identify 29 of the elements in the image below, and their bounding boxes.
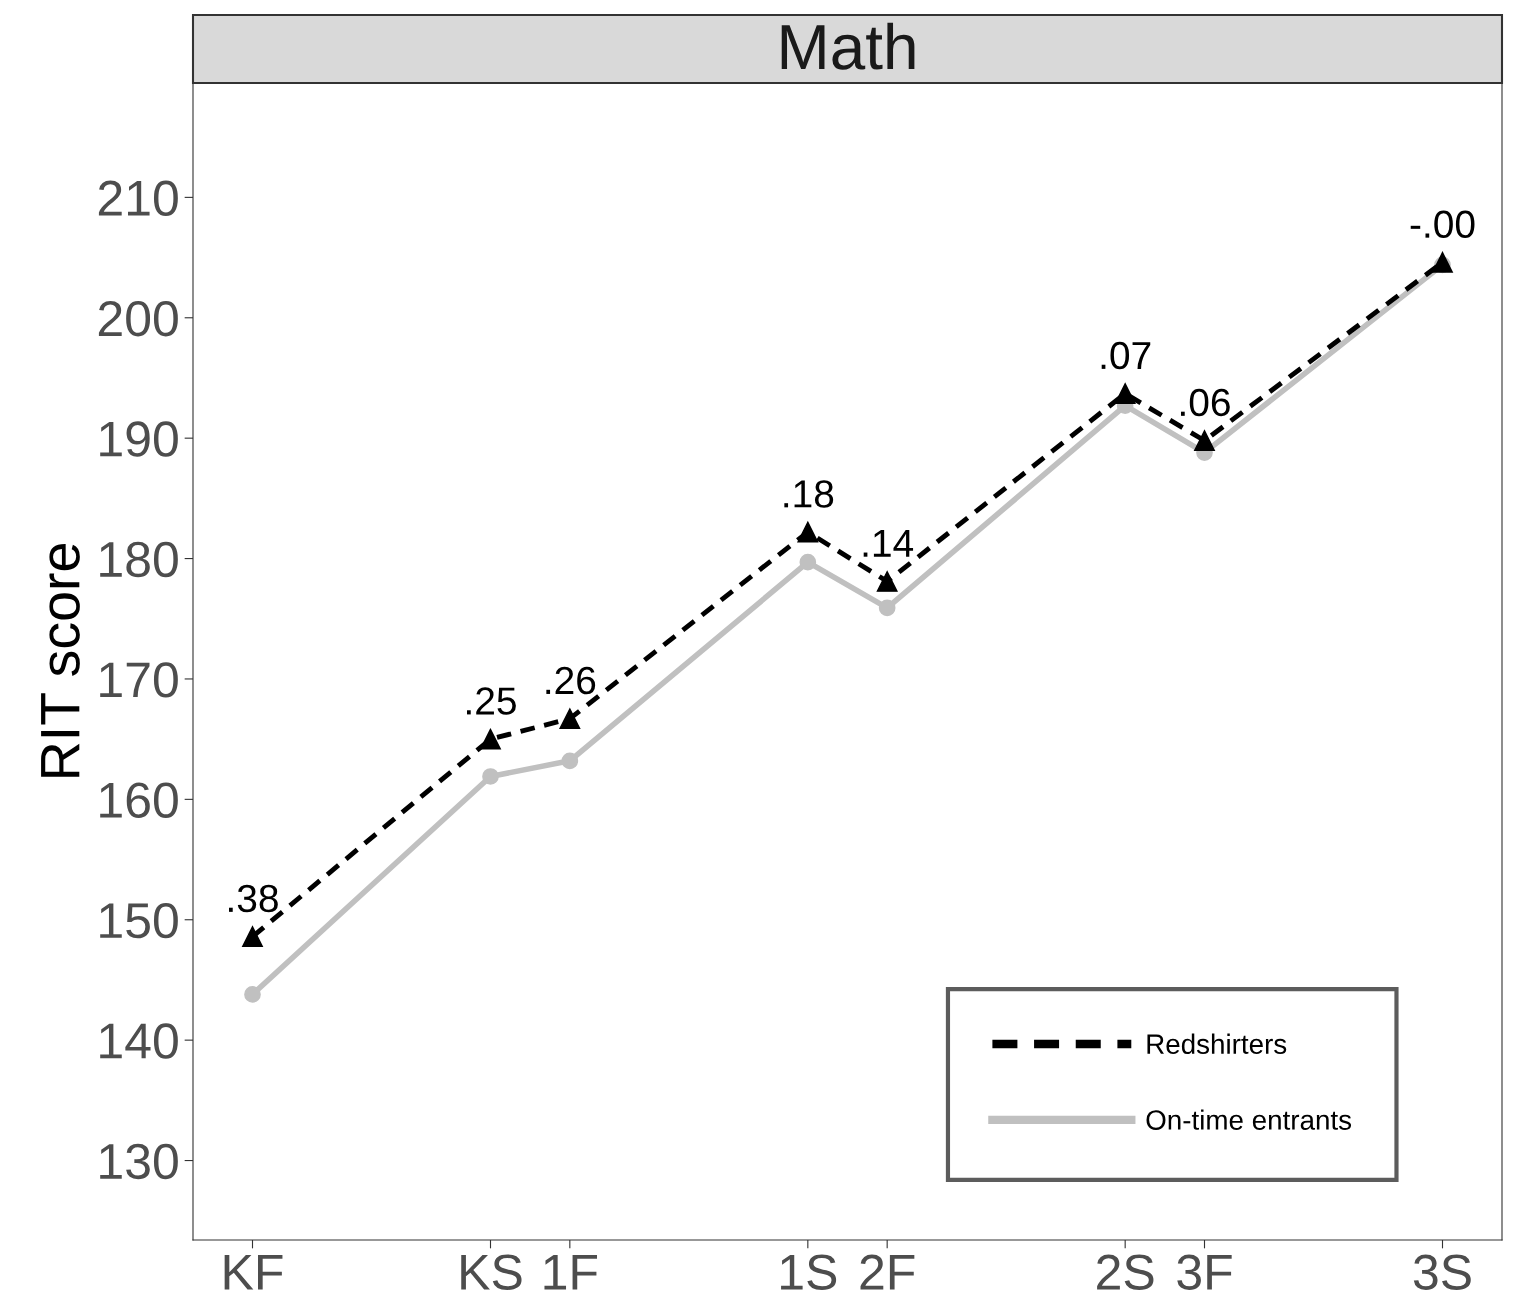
legend-label: Redshirters xyxy=(1147,1033,1287,1054)
x-tick-label: 2F xyxy=(860,1254,915,1290)
legend-label: On-time entrants xyxy=(1146,1109,1352,1130)
y-tick-label: 170 xyxy=(100,662,178,698)
y-tick-label: 160 xyxy=(100,782,178,818)
y-tick-label: 190 xyxy=(100,421,178,457)
x-tick-label: KS xyxy=(461,1254,522,1290)
x-tick-label: 3F xyxy=(1177,1254,1232,1290)
y-tick-label: 180 xyxy=(100,541,178,578)
annotation: .14 xyxy=(863,529,914,557)
annotation: .18 xyxy=(784,480,834,508)
annotation: .07 xyxy=(1101,341,1151,370)
x-tick-label: KF xyxy=(224,1255,283,1290)
x-tick-label: 1F xyxy=(544,1255,598,1290)
y-tick-label: 150 xyxy=(100,902,178,939)
y-tick-label: 200 xyxy=(98,300,178,337)
y-tick-label: 210 xyxy=(98,180,178,216)
annotation: .38 xyxy=(229,884,278,913)
y-axis-title: RIT score xyxy=(41,544,80,777)
chart-title: Math xyxy=(781,22,915,70)
y-tick-label: 140 xyxy=(100,1023,178,1059)
x-tick-label: 2S xyxy=(1097,1254,1154,1290)
annotation: .26 xyxy=(546,666,596,695)
x-tick-label: 3S xyxy=(1413,1254,1471,1290)
annotation: -.00 xyxy=(1410,210,1475,239)
annotation: .06 xyxy=(1181,388,1230,417)
x-tick-label: 1S xyxy=(781,1254,837,1290)
annotation: .25 xyxy=(467,687,516,715)
y-tick-label: 130 xyxy=(100,1143,178,1180)
